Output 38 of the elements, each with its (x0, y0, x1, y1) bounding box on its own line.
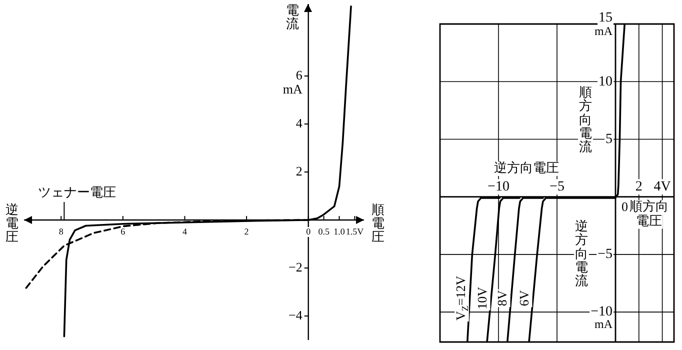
y-tick-label: −5 (598, 247, 613, 262)
y-tick-label: 2 (296, 163, 302, 178)
y-axis-title: 順方向電流 (579, 84, 592, 154)
y-tick-label: −10 (590, 304, 613, 320)
x-tick-label: 1.5V (346, 226, 364, 236)
y-tick-label: 10 (598, 74, 612, 90)
annotation: 0 (622, 199, 628, 214)
text: 6V (516, 290, 532, 306)
annotation: 逆方向電圧 (494, 160, 559, 176)
annotation: mA (594, 24, 613, 38)
y-tick-label: 6 (296, 67, 303, 82)
y-tick-label: −4 (288, 307, 303, 322)
x-tick-label: 8 (58, 226, 64, 236)
text: VZ=12V (453, 275, 470, 321)
x-tick-label: −5 (550, 180, 564, 194)
y-tick-label: 5 (606, 132, 612, 147)
x-tick-label: −10 (488, 180, 510, 194)
x-tick-label: 0 (306, 226, 312, 236)
y-tick-label: 15 (598, 10, 612, 26)
annotation: 逆方向電流 (575, 218, 588, 288)
x-tick-label: 4V (654, 180, 671, 194)
x-axis-title: 順電圧 (372, 202, 384, 244)
annotation: mA (282, 81, 303, 96)
text: 8V (494, 290, 510, 306)
text: 逆電圧 (6, 202, 18, 244)
y-tick-label: 4 (296, 115, 303, 130)
x-tick-label: 2 (244, 226, 249, 236)
y-tick-label: −2 (288, 259, 302, 274)
annotation: mA (594, 317, 613, 332)
x-tick-label: 1.0 (334, 226, 346, 236)
x-tick-label: 2 (635, 180, 642, 194)
x-tick-label: 0.5 (318, 226, 330, 236)
x-tick-label: 4 (182, 226, 188, 236)
text: 10V (474, 286, 490, 310)
annotation: ツェナー電圧 (38, 184, 116, 200)
y-axis-title: 電流 (286, 2, 299, 32)
x-tick-label: 6 (120, 226, 126, 236)
x-axis-title: 順方向電圧 (629, 198, 668, 228)
